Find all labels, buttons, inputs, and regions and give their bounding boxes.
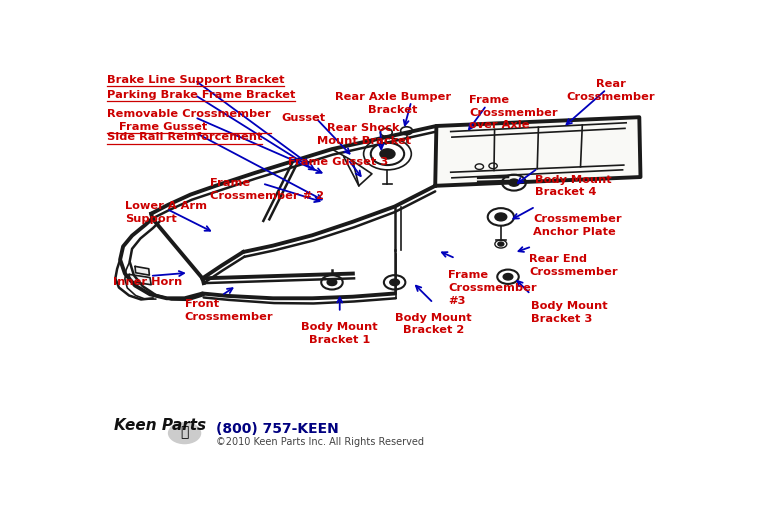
Text: Body Mount
Bracket 4: Body Mount Bracket 4 (535, 175, 612, 197)
Circle shape (503, 274, 513, 280)
Text: Rear End
Crossmember: Rear End Crossmember (530, 254, 618, 277)
Text: (800) 757-KEEN: (800) 757-KEEN (216, 422, 338, 436)
Text: Body Mount
Bracket 1: Body Mount Bracket 1 (301, 322, 378, 345)
Text: Body Mount
Bracket 3: Body Mount Bracket 3 (531, 301, 608, 324)
Text: Frame Gusset 3: Frame Gusset 3 (289, 157, 389, 167)
Text: Side Rail Reinforcement: Side Rail Reinforcement (107, 133, 263, 142)
Text: Rear Shock
Mount Bracket: Rear Shock Mount Bracket (316, 123, 410, 146)
Polygon shape (129, 275, 151, 285)
Circle shape (495, 213, 507, 221)
Text: Removable Crossmember
   Frame Gusset: Removable Crossmember Frame Gusset (107, 109, 271, 132)
Text: Keen Parts: Keen Parts (114, 418, 206, 433)
Text: 🚗: 🚗 (180, 425, 189, 439)
Polygon shape (435, 117, 641, 186)
Text: Crossmember
Anchor Plate: Crossmember Anchor Plate (533, 214, 621, 237)
Text: Rear
Crossmember: Rear Crossmember (567, 79, 655, 102)
Text: Gusset: Gusset (281, 113, 326, 123)
Text: Parking Brake Frame Bracket: Parking Brake Frame Bracket (107, 90, 296, 100)
Polygon shape (135, 266, 149, 275)
Circle shape (327, 279, 336, 285)
Text: Front
Crossmember: Front Crossmember (185, 299, 273, 322)
Text: Lower A Arm
Support: Lower A Arm Support (125, 201, 207, 224)
Text: Inner Horn: Inner Horn (113, 277, 182, 287)
Text: Frame 
Crossmember
over Axle: Frame Crossmember over Axle (469, 95, 557, 131)
Circle shape (168, 422, 201, 444)
Circle shape (380, 149, 395, 159)
Circle shape (509, 179, 519, 186)
Circle shape (498, 242, 504, 246)
Text: Brake Line Support Bracket: Brake Line Support Bracket (107, 75, 284, 85)
Circle shape (390, 279, 400, 285)
Text: ©2010 Keen Parts Inc. All Rights Reserved: ©2010 Keen Parts Inc. All Rights Reserve… (216, 437, 424, 447)
Text: Rear Axle Bumper
Bracket: Rear Axle Bumper Bracket (335, 93, 451, 116)
Text: Frame
Crossmember
#3: Frame Crossmember #3 (448, 270, 537, 306)
Text: Frame
Crossmember # 2: Frame Crossmember # 2 (209, 178, 323, 200)
Text: Body Mount
Bracket 2: Body Mount Bracket 2 (395, 313, 472, 336)
